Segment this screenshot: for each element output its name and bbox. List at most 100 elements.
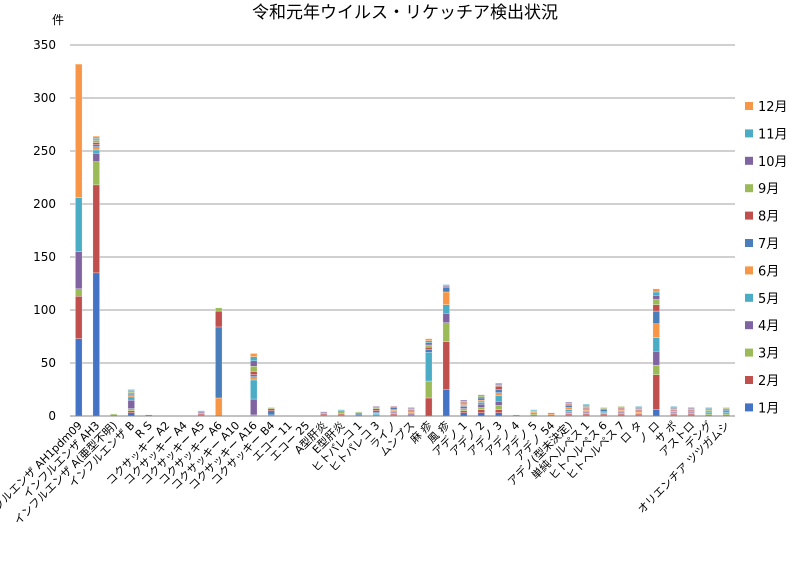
bar-segment — [127, 396, 135, 401]
bar-segment — [477, 404, 485, 408]
bar-segment — [635, 413, 643, 416]
bar-segment — [250, 360, 258, 367]
bar-segment — [582, 408, 590, 410]
bar-segment — [460, 404, 468, 406]
bar-segment — [652, 295, 660, 300]
bar-segment — [722, 413, 730, 416]
legend-label: 11月 — [758, 127, 788, 142]
bar-segment — [565, 412, 573, 415]
legend-label: 5月 — [758, 292, 779, 307]
bar-segment — [215, 310, 223, 328]
bar-segment — [425, 352, 433, 382]
y-tick-label: 50 — [41, 356, 56, 370]
bar-segment — [495, 409, 503, 413]
bar-segment — [425, 349, 433, 353]
bar-segment — [635, 411, 643, 413]
bar-segment — [670, 410, 678, 412]
bar-segment — [127, 392, 135, 394]
bar-segment — [687, 410, 695, 412]
bar-segment — [547, 413, 555, 416]
bar-segment — [722, 412, 730, 415]
bar-segment — [197, 412, 205, 415]
bar-segment — [582, 406, 590, 408]
bar-segment — [425, 344, 433, 348]
bar-segment — [687, 413, 695, 416]
y-tick-label: 0 — [48, 409, 56, 423]
bar-segment — [127, 389, 135, 391]
bar-segment — [565, 413, 573, 416]
bar-segment — [92, 146, 100, 151]
bar-segment — [495, 401, 503, 406]
bar-segment — [215, 307, 223, 312]
bar-segment — [442, 313, 450, 323]
bar-segment — [250, 366, 258, 372]
bar-segment — [127, 394, 135, 398]
bar-segment — [372, 406, 380, 408]
bar-segment — [460, 406, 468, 409]
bar-segment — [565, 409, 573, 412]
bar-segment — [267, 408, 275, 411]
bar-segment — [495, 385, 503, 387]
bar-segment — [530, 410, 538, 412]
bar-segment — [705, 407, 713, 409]
legend-swatch — [745, 102, 753, 110]
bar-segment — [460, 399, 468, 402]
bar-segment — [92, 161, 100, 186]
bar-segment — [425, 340, 433, 344]
bar-segment — [495, 392, 503, 397]
bar-segment — [250, 379, 258, 400]
bar-segment — [197, 413, 205, 416]
bar-segment — [582, 407, 590, 409]
bar-segment — [92, 140, 100, 143]
y-axis-ticks: 0 50 100 150 200 250 300 350 — [33, 38, 56, 423]
bar-segment — [127, 408, 135, 411]
bar-segment — [600, 411, 608, 413]
bar-segment — [582, 409, 590, 411]
legend-label: 3月 — [758, 347, 779, 362]
bar-segment — [320, 412, 328, 415]
bar-segment — [250, 376, 258, 381]
legend-swatch — [745, 293, 753, 302]
bar-segment — [652, 337, 660, 352]
bar-segment — [390, 409, 398, 411]
bar-segment — [477, 409, 485, 413]
bar-segment — [635, 410, 643, 412]
bar-segment — [687, 408, 695, 410]
bar-segment — [617, 408, 625, 410]
bar-segment — [442, 322, 450, 342]
bar-segment — [75, 63, 83, 198]
bar-segment — [652, 374, 660, 410]
bar-segment — [600, 412, 608, 415]
legend-label: 8月 — [758, 210, 779, 225]
bar-segment — [582, 410, 590, 412]
bar-segment — [372, 407, 380, 409]
bar-segment — [425, 342, 433, 346]
bar-segment — [722, 409, 730, 411]
bar-segment — [635, 407, 643, 409]
bar-segment — [92, 152, 100, 162]
bar-segment — [267, 410, 275, 416]
bar-segment — [705, 409, 713, 411]
legend-label: 2月 — [758, 374, 779, 389]
bar-segment — [215, 326, 223, 399]
legend-swatch — [745, 239, 753, 247]
bars — [75, 63, 730, 417]
bar-segment — [565, 403, 573, 405]
bar-segment — [390, 406, 398, 408]
bar-segment — [477, 394, 485, 397]
bar-segment — [442, 286, 450, 288]
bar-segment — [565, 402, 573, 404]
y-tick-label: 300 — [33, 91, 56, 105]
bar-segment — [407, 411, 415, 413]
legend-swatch — [745, 211, 753, 220]
bar-segment — [267, 407, 275, 409]
bar-segment — [460, 402, 468, 404]
bar-segment — [75, 251, 83, 289]
bar-segment — [652, 310, 660, 324]
bar-segment — [635, 409, 643, 411]
bar-segment — [390, 407, 398, 410]
bar-segment — [652, 299, 660, 305]
y-tick-label: 100 — [33, 303, 56, 317]
bar-segment — [705, 413, 713, 416]
bar-segment — [355, 411, 363, 413]
